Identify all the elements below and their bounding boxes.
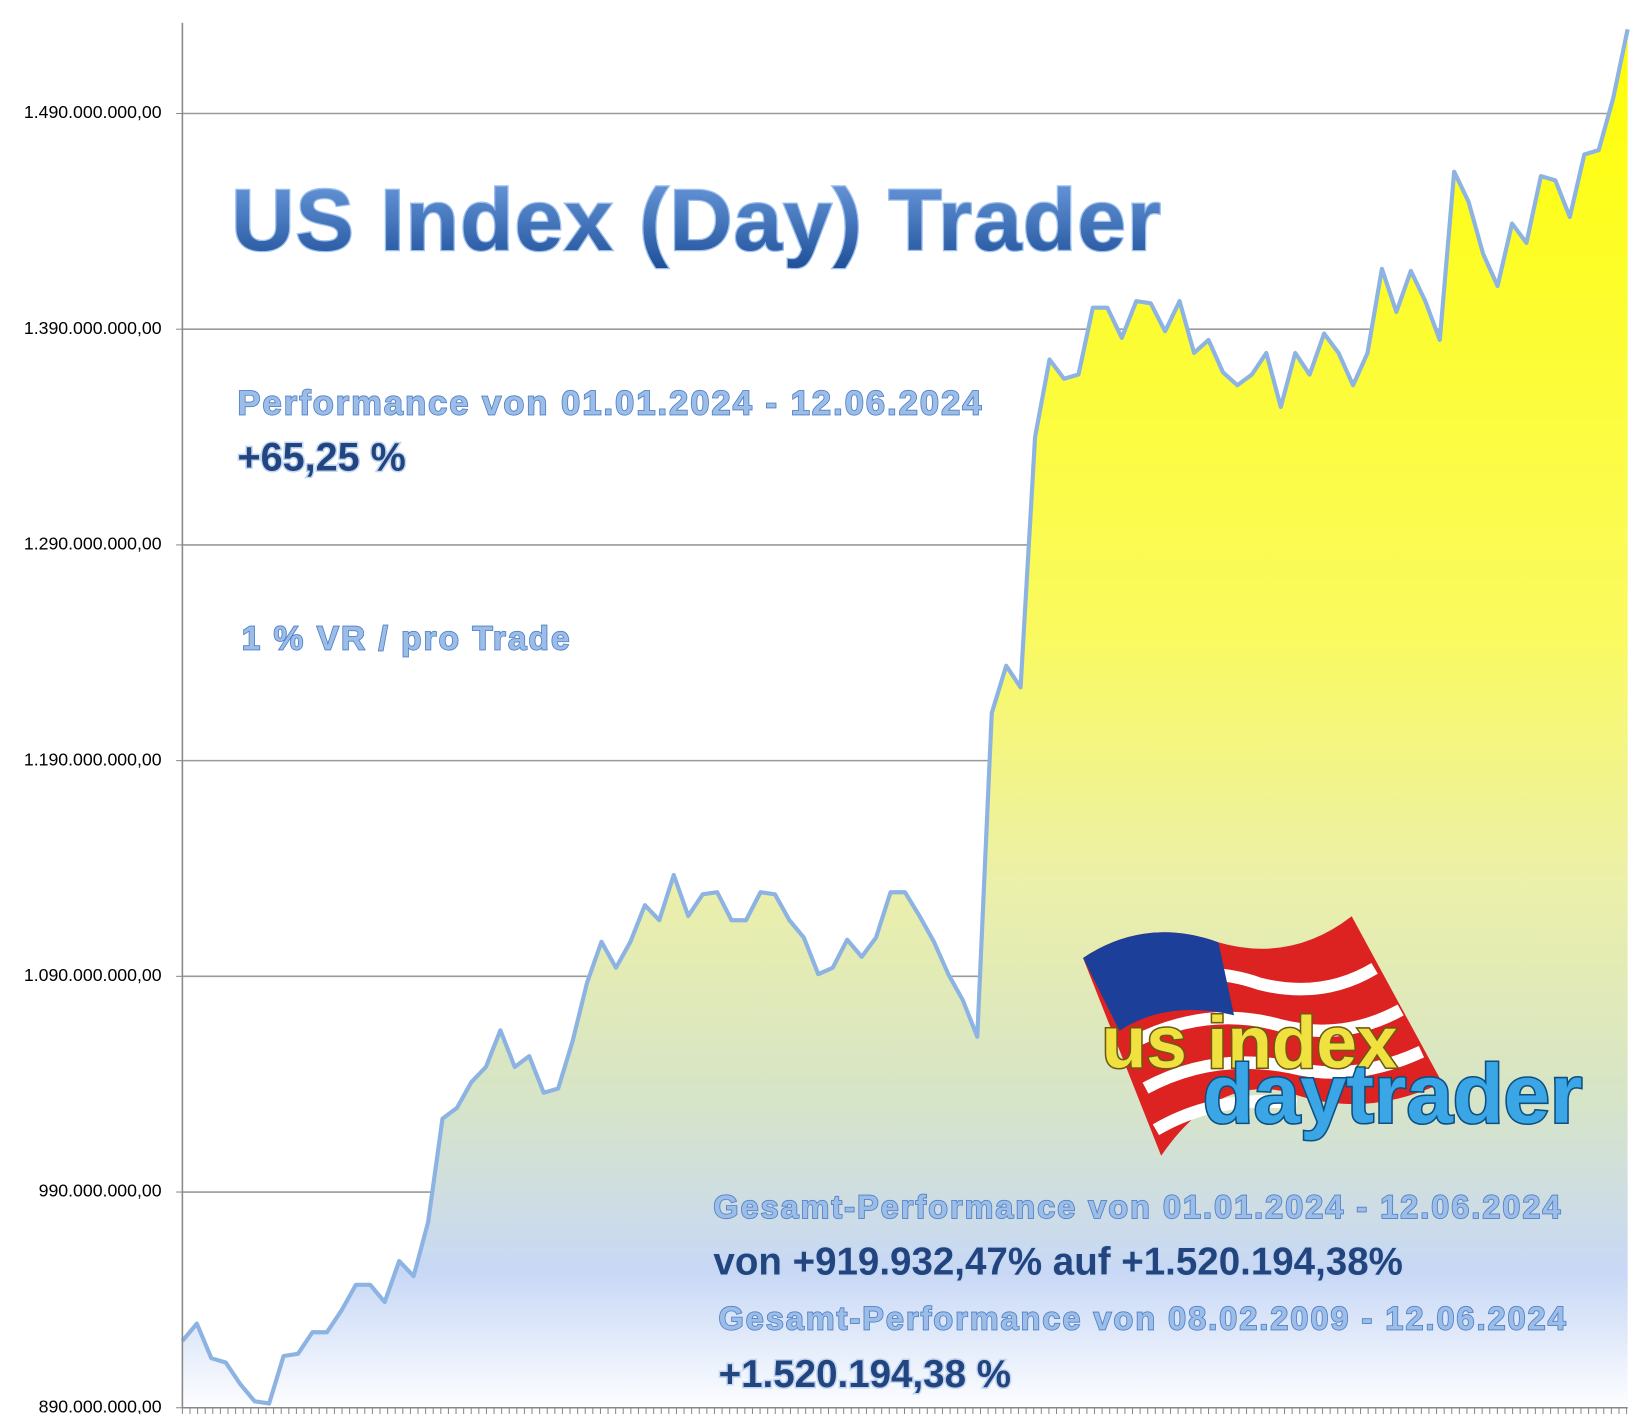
logo-text: us index bbox=[1102, 1002, 1398, 1083]
logo-stripes bbox=[1111, 962, 1425, 1136]
y-tick-label: 1.190.000.000,00 bbox=[24, 749, 162, 769]
annotation: von +919.932,47% auf +1.520.194,38% bbox=[713, 1240, 1402, 1283]
y-tick-label: 1.090.000.000,00 bbox=[24, 965, 162, 985]
annotation: 1 % VR / pro Trade bbox=[242, 621, 572, 658]
y-tick-label: 990.000.000,00 bbox=[39, 1181, 162, 1201]
annotation: +1.520.194,38 % bbox=[719, 1353, 1011, 1396]
chart-title: US Index (Day) Trader bbox=[231, 171, 1162, 269]
x-minor-ticks bbox=[181, 1407, 1628, 1414]
y-tick-label: 1.490.000.000,00 bbox=[24, 102, 162, 122]
annotation: Gesamt-Performance von 01.01.2024 - 12.0… bbox=[713, 1189, 1562, 1225]
annotation: Performance von 01.01.2024 - 12.06.2024 bbox=[238, 384, 984, 422]
annotation: +65,25 % bbox=[238, 436, 406, 480]
y-tick-label: 1.290.000.000,00 bbox=[24, 534, 162, 554]
y-tick-label: 890.000.000,00 bbox=[39, 1396, 162, 1414]
logo: us index daytrader bbox=[1083, 916, 1584, 1156]
annotation: Gesamt-Performance von 08.02.2009 - 12.0… bbox=[719, 1301, 1568, 1337]
logo-stars bbox=[1083, 932, 1235, 1031]
logo-text: daytrader bbox=[1203, 1047, 1583, 1140]
area-line bbox=[180, 28, 1630, 1406]
y-tick-label: 1.390.000.000,00 bbox=[24, 318, 162, 338]
y-tick-labels: 890.000.000,00 990.000.000,00 1.090.000.00… bbox=[24, 102, 183, 1414]
